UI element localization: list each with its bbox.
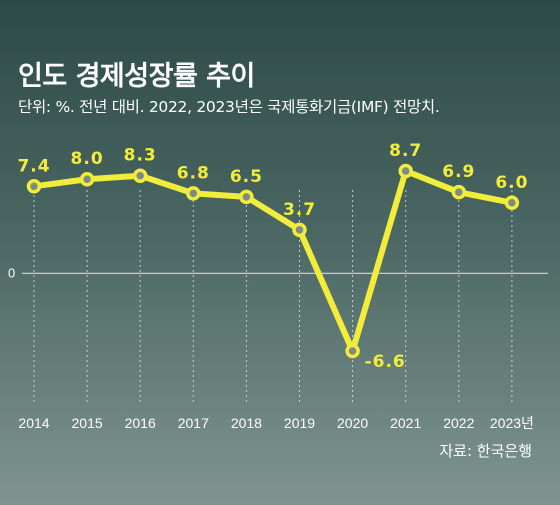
x-tick-label: 2016: [125, 415, 156, 431]
x-axis-ticks: 2014 2015 2016 2017 2018 2019 2020 2021 2022 2023…: [18, 415, 533, 431]
data-label: 6.9: [442, 162, 475, 182]
data-label: 7.4: [17, 156, 50, 176]
data-labels: 7.4 8.0 8.3 6.8 6.5 3.7 -6.6 8.7 6.9 6.0: [17, 141, 528, 372]
data-label: 8.3: [124, 146, 157, 166]
series-line: [31, 168, 515, 354]
data-label: 8.7: [389, 141, 422, 161]
data-point: [239, 189, 254, 205]
x-tick-label: 2023년: [490, 415, 534, 431]
data-point: [504, 195, 520, 211]
data-label: 6.8: [177, 163, 210, 183]
data-label: 6.0: [495, 173, 528, 193]
chart-title: 인도 경제성장률 추이: [18, 61, 255, 92]
data-point: [186, 186, 201, 201]
series-group: [26, 163, 520, 359]
data-point: [345, 343, 360, 359]
data-label: -6.6: [365, 352, 406, 372]
x-tick-label: 2021: [390, 415, 421, 431]
data-point: [132, 168, 148, 183]
data-point: [26, 179, 42, 194]
chart-subtitle: 단위: %. 전년 대비. 2022, 2023년은 국제통화기금(IMF) 전…: [18, 98, 440, 116]
data-label: 6.5: [230, 167, 263, 187]
x-tick-label: 2018: [231, 415, 262, 431]
x-tick-label: 2020: [337, 415, 368, 431]
data-point: [398, 163, 413, 179]
x-tick-label: 2022: [443, 415, 474, 431]
data-point: [451, 184, 467, 200]
source-note: 자료: 한국은행: [439, 442, 532, 460]
y-tick-label: 0: [8, 265, 15, 280]
data-label: 8.0: [71, 149, 104, 169]
x-tick-label: 2014: [18, 415, 49, 431]
data-point: [79, 171, 95, 187]
data-label: 3.7: [283, 200, 316, 220]
x-tick-label: 2015: [72, 415, 103, 431]
x-tick-label: 2019: [284, 415, 315, 431]
gridlines: [33, 190, 513, 402]
x-tick-label: 2017: [178, 415, 209, 431]
zero-line-group: 0: [8, 265, 548, 280]
data-point: [292, 222, 307, 238]
